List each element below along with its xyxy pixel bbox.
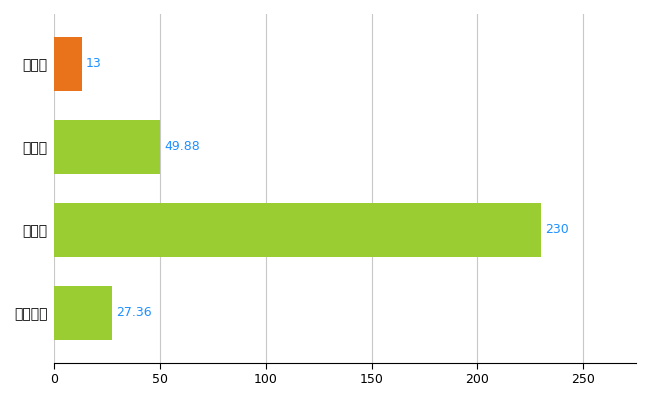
Bar	[55, 203, 541, 257]
Bar	[55, 37, 82, 91]
Text: 13: 13	[86, 57, 102, 70]
Text: 27.36: 27.36	[116, 306, 152, 319]
Text: 49.88: 49.88	[164, 140, 200, 153]
Text: 230: 230	[545, 223, 569, 236]
Bar	[55, 286, 112, 340]
Bar	[55, 120, 160, 174]
